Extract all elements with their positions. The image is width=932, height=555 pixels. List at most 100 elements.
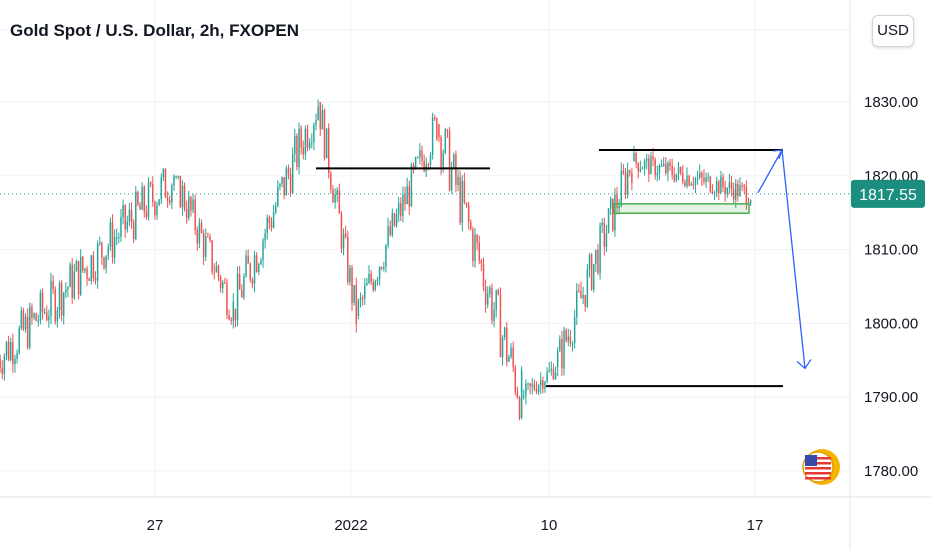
candle-body bbox=[476, 234, 478, 243]
candle-body bbox=[60, 283, 63, 316]
candle-body bbox=[126, 221, 129, 230]
candle-body bbox=[669, 162, 671, 167]
candle-body bbox=[179, 175, 182, 208]
candle-body bbox=[370, 273, 372, 282]
candle-body bbox=[35, 313, 37, 321]
candle-body bbox=[484, 286, 487, 305]
candle-body bbox=[344, 233, 347, 237]
grid bbox=[0, 0, 850, 497]
candle-body bbox=[637, 162, 639, 172]
candle-body bbox=[158, 199, 160, 206]
x-tick-label: 17 bbox=[747, 517, 764, 534]
candle-body bbox=[39, 292, 42, 321]
flag-stripe bbox=[805, 467, 831, 470]
candle-body bbox=[474, 234, 476, 262]
candle-body bbox=[743, 185, 745, 188]
candle-body bbox=[31, 306, 33, 319]
candle-body bbox=[107, 246, 109, 256]
candle-body bbox=[457, 177, 459, 186]
candle-body bbox=[198, 222, 201, 244]
candle-body bbox=[200, 222, 203, 233]
candle-body bbox=[347, 236, 349, 283]
candle-body bbox=[525, 383, 527, 396]
candle-body bbox=[722, 176, 724, 187]
candle-body bbox=[567, 336, 570, 341]
candle-body bbox=[221, 282, 224, 289]
candle-body bbox=[675, 173, 678, 181]
candle-body bbox=[395, 214, 398, 226]
candle-body bbox=[645, 158, 648, 161]
candle-body bbox=[152, 184, 154, 202]
candle-body bbox=[461, 180, 464, 223]
candle-body bbox=[105, 255, 107, 269]
candle-body bbox=[48, 316, 50, 321]
candle-body bbox=[635, 152, 637, 163]
candle-body bbox=[251, 279, 254, 284]
candle-body bbox=[654, 159, 656, 176]
candle-body bbox=[427, 164, 430, 166]
candle-body bbox=[219, 276, 222, 289]
currency-button[interactable]: USD bbox=[872, 15, 914, 47]
candle-body bbox=[467, 204, 470, 222]
candle-body bbox=[739, 185, 741, 197]
x-tick-label: 27 bbox=[147, 517, 164, 534]
candle-body bbox=[489, 287, 491, 294]
candle-body bbox=[374, 281, 377, 291]
candle-body bbox=[207, 236, 209, 238]
candle-body bbox=[294, 135, 296, 155]
candle-body bbox=[260, 260, 262, 265]
candle-body bbox=[400, 203, 402, 216]
candle-body bbox=[283, 177, 285, 196]
flag-stripe bbox=[805, 472, 831, 475]
candle-body bbox=[667, 162, 669, 174]
candle-body bbox=[554, 372, 557, 379]
candles bbox=[0, 99, 752, 421]
candle-body bbox=[573, 317, 576, 344]
candle-body bbox=[701, 173, 703, 178]
candle-body bbox=[311, 141, 313, 143]
candle-body bbox=[128, 209, 131, 222]
candle-body bbox=[351, 267, 353, 303]
candle-body bbox=[643, 160, 646, 169]
candle-body bbox=[266, 217, 268, 234]
candle-body bbox=[41, 292, 44, 313]
candle-body bbox=[523, 395, 525, 398]
candle-body bbox=[578, 290, 580, 292]
candle-body bbox=[389, 226, 391, 236]
candle-body bbox=[166, 197, 169, 201]
candle-body bbox=[431, 117, 434, 155]
candle-body bbox=[478, 242, 480, 261]
candle-body bbox=[319, 102, 321, 130]
candle-body bbox=[423, 160, 425, 172]
candle-body bbox=[300, 128, 302, 148]
us-flag-icon[interactable] bbox=[802, 449, 840, 485]
candle-body bbox=[118, 236, 120, 238]
candle-body bbox=[686, 175, 688, 187]
candle-body bbox=[359, 297, 362, 301]
candle-body bbox=[639, 168, 642, 172]
candle-body bbox=[162, 168, 165, 178]
projection-path bbox=[757, 147, 806, 369]
candle-body bbox=[652, 156, 654, 160]
candle-body bbox=[366, 283, 368, 286]
candle-body bbox=[7, 341, 10, 360]
candle-body bbox=[569, 336, 572, 344]
x-tick-label: 2022 bbox=[334, 517, 367, 534]
candle-body bbox=[253, 255, 256, 284]
candle-body bbox=[448, 130, 451, 191]
candle-body bbox=[156, 205, 158, 216]
candle-body bbox=[228, 314, 230, 320]
candle-body bbox=[24, 316, 27, 330]
candle-body bbox=[539, 380, 542, 386]
candle-body bbox=[470, 221, 472, 230]
candle-body bbox=[113, 237, 116, 258]
candle-body bbox=[465, 202, 468, 205]
candle-body bbox=[101, 242, 103, 258]
candle-body bbox=[580, 290, 582, 299]
candle-body bbox=[213, 271, 215, 273]
candle-body bbox=[455, 154, 457, 186]
candle-body bbox=[33, 313, 35, 319]
candle-body bbox=[306, 128, 309, 148]
candle-body bbox=[245, 255, 247, 277]
